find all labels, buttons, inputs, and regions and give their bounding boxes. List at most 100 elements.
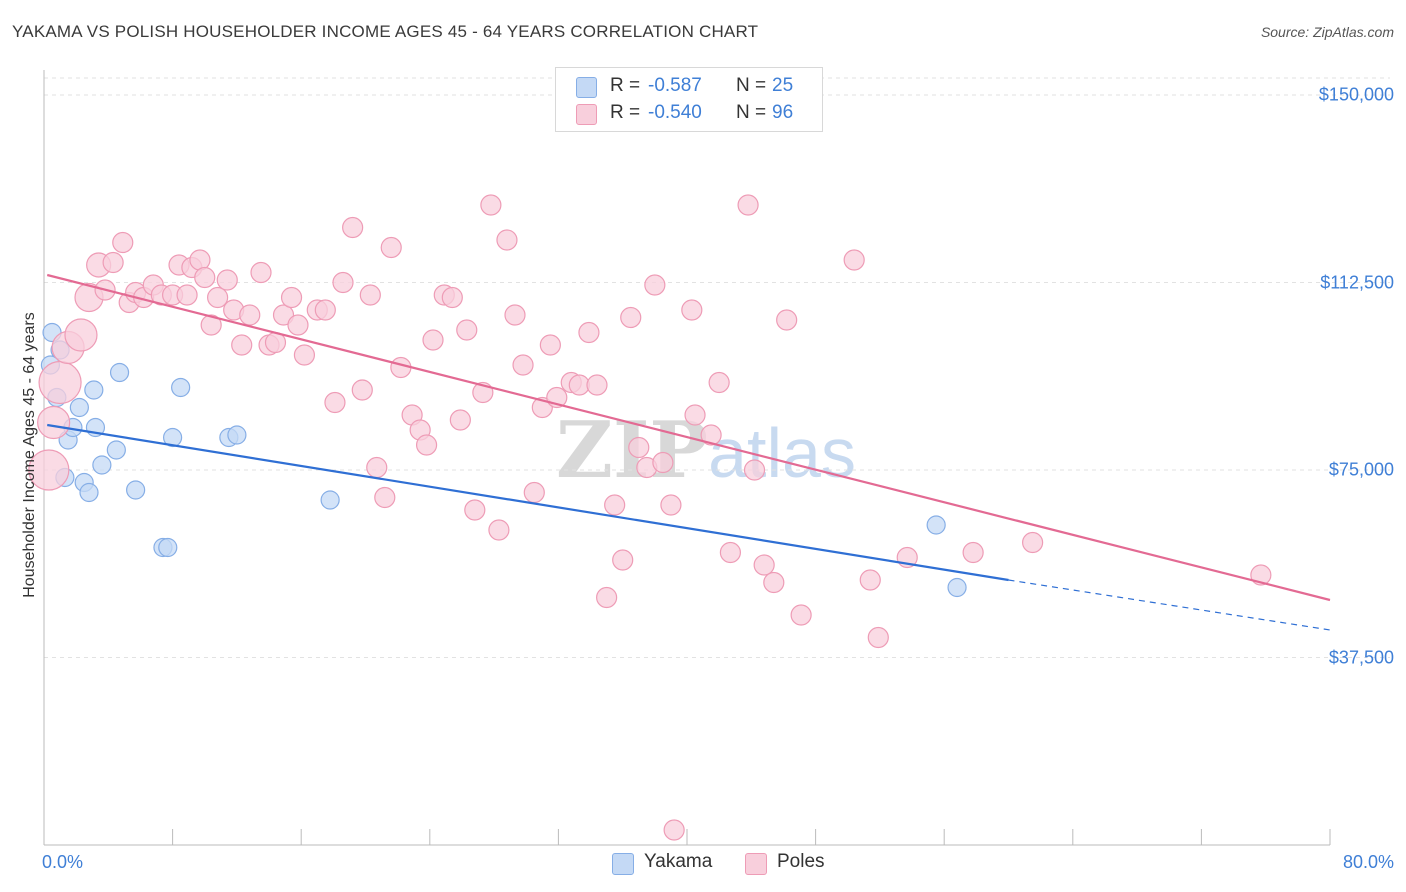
y-tick-label: $150,000 [1318, 84, 1394, 105]
yakama-point [163, 427, 183, 448]
source-credit: Source: ZipAtlas.com [1260, 24, 1394, 40]
poles-point [681, 299, 703, 321]
poles-point [660, 494, 682, 516]
poles-point [38, 360, 82, 405]
poles-point [351, 379, 373, 401]
poles-point [753, 554, 775, 576]
n-value: 25 [772, 75, 794, 96]
poles-point [708, 371, 730, 394]
yakama-trend-line [47, 423, 1009, 582]
poles-point [207, 286, 229, 309]
poles-point [293, 344, 316, 366]
poles-point [359, 284, 381, 306]
poles-legend-swatch [745, 853, 767, 875]
r-label: R = [610, 102, 641, 123]
n-label: N = [736, 75, 767, 96]
poles-point [496, 229, 518, 251]
poles-point [37, 405, 71, 440]
poles-point [332, 271, 354, 294]
poles-point [1250, 564, 1272, 586]
r-value: -0.540 [648, 102, 702, 123]
chart-title: YAKAMA VS POLISH HOUSEHOLDER INCOME AGES… [12, 22, 759, 41]
poles-point [239, 304, 261, 326]
poles-point [684, 404, 706, 426]
poles-point [843, 249, 865, 271]
correlation-legend: R = -0.587 N = 25 R = -0.540 N = 96 [555, 67, 823, 132]
x-tick-label-min: 0.0% [42, 852, 84, 872]
poles-point [488, 519, 510, 541]
poles-point [231, 334, 253, 356]
yakama-point [227, 425, 247, 445]
poles-point [374, 486, 396, 509]
poles-point [604, 494, 626, 516]
r-label: R = [610, 75, 641, 96]
yakama-point [109, 362, 130, 383]
poles-point [380, 236, 402, 259]
poles-point [578, 321, 600, 344]
poles-point [189, 249, 211, 271]
yakama-legend-swatch [612, 853, 634, 875]
yakama-point [126, 480, 146, 500]
poles-point [743, 459, 766, 481]
poles-point [512, 354, 534, 376]
yakama-point [84, 380, 104, 400]
x-tick-label-max: 80.0% [1342, 852, 1394, 872]
y-tick-label: $75,000 [1328, 459, 1394, 480]
poles-point [250, 261, 272, 284]
n-value: 96 [772, 102, 794, 123]
poles-point [200, 314, 222, 336]
yakama-point [947, 577, 967, 598]
poles-point [790, 604, 812, 626]
yakama-point [926, 515, 946, 535]
poles-point [441, 286, 463, 309]
yakama-point [79, 482, 99, 503]
poles-point [568, 374, 590, 396]
poles-point [523, 481, 545, 504]
poles-point [644, 274, 666, 296]
yakama-legend-label: Yakama [644, 851, 713, 872]
poles-swatch [576, 104, 597, 125]
poles-point [719, 541, 742, 564]
poles-point [64, 318, 98, 352]
y-tick-label: $37,500 [1328, 647, 1394, 667]
yakama-point [171, 377, 191, 398]
poles-point [663, 819, 685, 841]
poles-point [422, 329, 444, 351]
poles-point [415, 434, 438, 456]
poles-point [859, 569, 881, 591]
poles-point [700, 424, 722, 446]
poles-point [612, 549, 634, 571]
watermark-atlas: atlas [708, 414, 856, 492]
poles-point [280, 286, 303, 309]
r-value: -0.587 [648, 75, 702, 96]
yakama-swatch [576, 77, 597, 98]
poles-point [962, 541, 984, 564]
poles-point [342, 216, 364, 239]
poles-point [449, 409, 471, 431]
poles-point [620, 306, 642, 329]
poles-trend-line [46, 273, 1331, 602]
poles-point [366, 456, 388, 479]
watermark: ZIPatlas [556, 405, 856, 496]
poles-point [216, 269, 238, 291]
poles-point [628, 436, 650, 459]
poles-point [272, 304, 295, 326]
yakama-point [92, 455, 112, 475]
poles-point [586, 374, 608, 396]
yakama-point [158, 537, 178, 558]
poles-point [596, 586, 618, 609]
poles-point [456, 319, 478, 341]
poles-legend-label: Poles [777, 851, 825, 872]
poles-point [652, 451, 674, 474]
poles-point [464, 499, 486, 521]
yakama-point [320, 490, 340, 510]
poles-point [102, 251, 124, 274]
poles-point [539, 334, 561, 356]
poles-point [763, 571, 785, 594]
y-tick-label: $112,500 [1320, 272, 1394, 292]
poles-point [112, 231, 134, 254]
poles-point [176, 284, 198, 306]
poles-point [867, 626, 889, 649]
yakama-point [106, 440, 126, 460]
